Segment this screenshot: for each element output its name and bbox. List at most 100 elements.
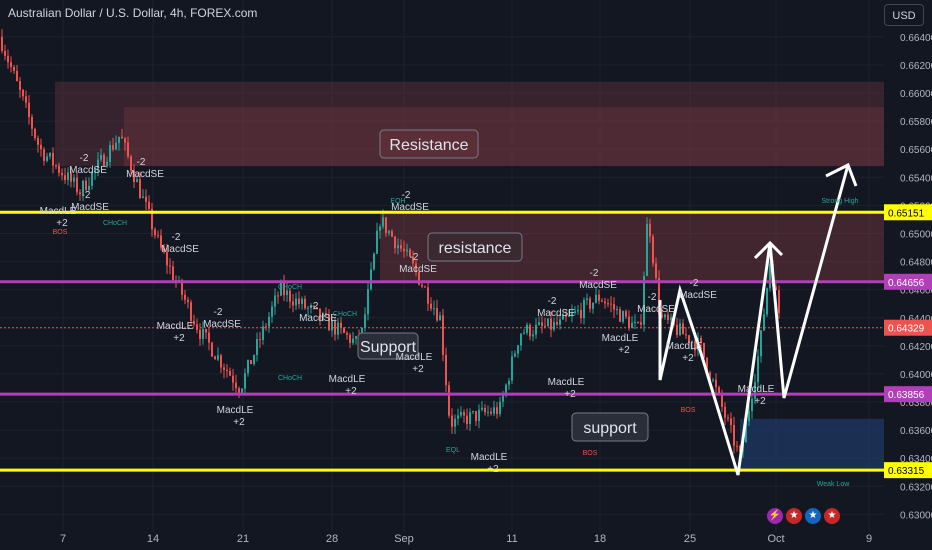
x-tick-label: 14 <box>147 533 159 545</box>
candle-body <box>94 168 96 173</box>
candle-body <box>685 334 687 336</box>
candle-body <box>37 137 39 145</box>
candle-body <box>550 318 552 330</box>
currency-button[interactable]: USD <box>884 4 924 26</box>
candle-body <box>76 177 78 193</box>
flag-au-icon[interactable]: ★ <box>805 508 821 524</box>
candle-body <box>508 380 510 385</box>
candle-body <box>403 248 405 252</box>
candle-body <box>262 326 264 340</box>
flag-us-icon-2[interactable]: ★ <box>824 508 840 524</box>
candle-body <box>634 321 636 323</box>
candle-body <box>472 411 474 413</box>
candle-body <box>1 36 3 51</box>
x-tick-label: 21 <box>237 533 249 545</box>
candle-body <box>241 388 243 393</box>
candle-body <box>610 303 612 305</box>
candle-body <box>46 156 48 161</box>
candle-body <box>238 388 240 393</box>
candle-body <box>295 298 297 306</box>
candle-body <box>475 411 477 421</box>
candle-body <box>526 324 528 333</box>
projection-path <box>658 164 850 476</box>
level-price-tag <box>884 273 932 290</box>
candle-body <box>364 314 366 329</box>
candle-body <box>298 298 300 304</box>
annotation-box <box>427 232 523 262</box>
candle-body <box>631 322 633 329</box>
candle-body <box>709 372 711 381</box>
signal-count: -2 <box>80 153 89 164</box>
candle-body <box>64 175 66 181</box>
candle-body <box>253 355 255 365</box>
candle-body <box>13 67 15 71</box>
candle-body <box>373 253 375 270</box>
candle-body <box>598 294 600 301</box>
candle-body <box>166 252 168 266</box>
signal-count: +2 <box>345 386 357 397</box>
candle-body <box>193 320 195 325</box>
candle-body <box>454 418 456 427</box>
x-tick-label: 7 <box>60 533 66 545</box>
candle-body <box>592 302 594 309</box>
level-price-label: 0.64656 <box>888 278 925 289</box>
candle-body <box>445 354 447 386</box>
lightning-icon[interactable]: ⚡ <box>767 508 783 524</box>
x-tick-label: 18 <box>594 533 606 545</box>
candle-body <box>379 226 381 231</box>
signal-label: MacdSE <box>537 308 575 319</box>
candle-body <box>148 201 150 209</box>
candle-body <box>478 409 480 421</box>
structure-label: BOS <box>681 407 696 414</box>
signal-label: MacdSE <box>299 313 337 324</box>
candle-body <box>271 306 273 317</box>
candle-body <box>400 245 402 249</box>
candle-body <box>721 393 723 407</box>
flag-us-icon[interactable]: ★ <box>786 508 802 524</box>
candle-body <box>406 249 408 252</box>
structure-label: CHoCH <box>103 220 127 227</box>
candle-body <box>766 288 768 315</box>
candle-body <box>628 316 630 329</box>
signal-label: MacdSE <box>579 280 617 291</box>
signal-label: MacdLE <box>157 321 194 332</box>
signal-label: MacdSE <box>126 169 164 180</box>
candle-body <box>304 298 306 309</box>
candle-body <box>388 231 390 233</box>
signal-label: MacdSE <box>399 264 437 275</box>
signal-count: -2 <box>690 278 699 289</box>
candle-body <box>655 263 657 279</box>
candle-body <box>460 412 462 416</box>
candle-body <box>301 298 303 304</box>
candle-body <box>727 417 729 419</box>
candle-body <box>502 395 504 402</box>
candle-body <box>19 81 21 90</box>
candle-body <box>289 290 291 302</box>
candle-body <box>346 332 348 335</box>
candle-body <box>706 357 708 373</box>
candle-body <box>661 314 663 318</box>
signal-count: -2 <box>214 307 223 318</box>
candle-body <box>7 55 9 63</box>
candle-body <box>265 326 267 328</box>
candle-body <box>511 356 513 381</box>
demand-zone <box>740 418 884 471</box>
candle-body <box>505 384 507 396</box>
candle-body <box>10 62 12 68</box>
candle-body <box>34 128 36 138</box>
candle-body <box>643 275 645 325</box>
candle-body <box>544 325 546 327</box>
level-price-label: 0.63315 <box>888 466 925 477</box>
signal-label: MacdLE <box>396 352 433 363</box>
signal-count: +2 <box>487 464 499 475</box>
candle-body <box>4 50 6 56</box>
candle-body <box>601 300 603 302</box>
annotation-box <box>379 129 479 159</box>
candle-body <box>391 231 393 237</box>
candle-body <box>724 406 726 418</box>
candle-body <box>667 314 669 321</box>
